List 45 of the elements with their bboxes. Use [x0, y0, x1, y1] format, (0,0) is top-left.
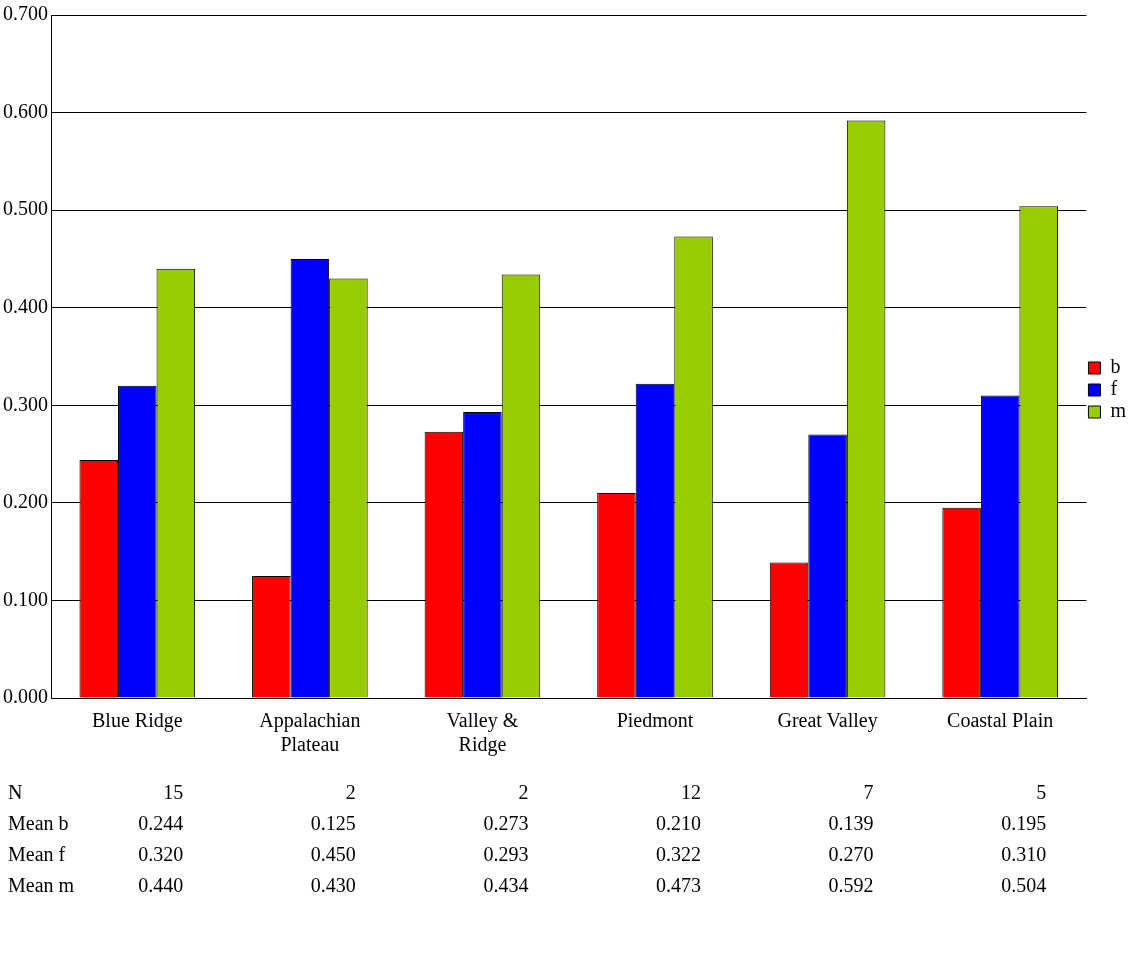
- data-label: 0.293: [483, 843, 529, 866]
- x-tick-label: Great Valley: [777, 709, 878, 733]
- y-tick-label: 0.700: [3, 2, 48, 25]
- text: Mean m: [8, 874, 75, 897]
- x-tick-label: Piedmont: [616, 709, 694, 732]
- text: 2: [518, 781, 529, 804]
- y-tick-label: 0.500: [3, 197, 48, 220]
- data-label: 0.273: [483, 812, 529, 835]
- data-label: 0.270: [828, 843, 874, 866]
- data-label: 0.320: [138, 843, 184, 866]
- legend-label: f: [1110, 377, 1118, 400]
- x-tick-label: Blue Ridge: [92, 709, 183, 733]
- data-label: 0.244: [138, 812, 184, 835]
- y-tick-label: 0.200: [3, 490, 48, 513]
- data-label: 0.450: [310, 843, 356, 866]
- data-label: 0.322: [656, 843, 702, 866]
- text: Mean b: [8, 812, 69, 835]
- x-tick-label: Coastal Plain: [947, 709, 1054, 732]
- y-tick-label: 0.100: [3, 587, 48, 610]
- data-label: 0.504: [1001, 874, 1047, 897]
- y-tick-label: 0.400: [3, 294, 48, 317]
- data-label: 0.430: [310, 874, 356, 897]
- data-label: 0.195: [1001, 812, 1047, 835]
- data-label: 0.440: [138, 874, 184, 897]
- y-tick-label: 0.600: [3, 99, 48, 122]
- text: 7: [863, 781, 874, 804]
- text: 2: [345, 781, 356, 804]
- legend-label: b: [1110, 355, 1121, 378]
- data-label: 0.210: [656, 812, 702, 835]
- data-label: 0.125: [310, 812, 356, 835]
- x-tick-label: Valley & Ridge: [446, 709, 519, 757]
- text: N: [8, 781, 23, 804]
- data-label: 0.434: [483, 874, 529, 897]
- data-label: 0.139: [828, 812, 874, 835]
- text: 5: [1036, 781, 1047, 804]
- data-label: 0.310: [1001, 843, 1047, 866]
- text: 12: [681, 781, 702, 804]
- x-tick-label: Appalachian Plateau: [259, 709, 361, 756]
- text: 15: [163, 781, 184, 804]
- legend-label: m: [1110, 399, 1127, 422]
- y-tick-label: 0.000: [3, 685, 48, 708]
- data-label: 0.473: [656, 874, 702, 897]
- data-label: 0.592: [828, 874, 874, 897]
- text: Mean f: [8, 843, 66, 866]
- y-tick-label: 0.300: [3, 392, 48, 415]
